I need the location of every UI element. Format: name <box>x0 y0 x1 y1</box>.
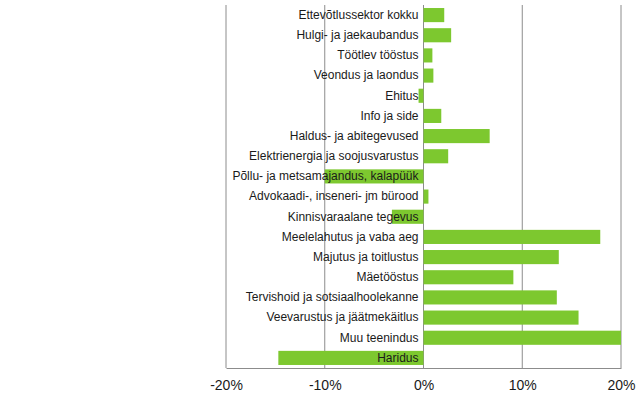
value-axis: -20% -10% 0% 10% 20% <box>210 368 635 393</box>
category-label: Haridus <box>377 351 418 365</box>
category-tick: Majutus ja toitlustus <box>313 250 418 264</box>
category-tick: Töötlev tööstus <box>337 48 418 62</box>
category-tick: Haldus- ja abitegevused <box>290 129 419 143</box>
category-tick: Veondus ja laondus <box>314 68 419 82</box>
plot: Ettevõtlussektor kokku Hulgi- ja jaekauba… <box>210 5 635 393</box>
category-label: Info ja side <box>360 109 418 123</box>
value-label: -20% <box>210 377 243 393</box>
bar <box>424 149 449 163</box>
value-label: 0% <box>414 377 434 393</box>
category-tick: Kinnisvaraalane tegevus <box>288 210 419 224</box>
category-tick: Muu teenindus <box>340 331 419 345</box>
bar <box>419 89 424 103</box>
bar <box>424 129 490 143</box>
category-label: Põllu- ja metsamajandus, kalapüük <box>232 169 419 183</box>
bar <box>424 331 622 345</box>
category-label: Töötlev tööstus <box>337 48 418 62</box>
grid-line <box>226 5 227 368</box>
category-label: Hulgi- ja jaekaubandus <box>296 28 418 42</box>
bar <box>424 290 557 304</box>
bar <box>424 190 429 204</box>
category-tick: Elektrienergia ja soojusvarustus <box>249 149 418 163</box>
category-label: Elektrienergia ja soojusvarustus <box>249 149 418 163</box>
category-tick: Mäetööstus <box>356 270 418 284</box>
bar <box>424 48 433 62</box>
category-label: Haldus- ja abitegevused <box>290 129 419 143</box>
grid-line <box>621 5 622 368</box>
value-label: 20% <box>607 377 635 393</box>
grid <box>226 5 621 368</box>
value-tick: -20% <box>210 368 243 393</box>
category-tick: Meelelahutus ja vaba aeg <box>282 230 419 244</box>
category-label: Mäetööstus <box>356 270 418 284</box>
category-label: Advokaadi-, inseneri- jm bürood <box>249 189 418 203</box>
bar <box>424 109 442 123</box>
category-label: Tervishoid ja sotsiaalhoolekanne <box>246 290 419 304</box>
category-tick: Hulgi- ja jaekaubandus <box>296 28 418 42</box>
category-label: Majutus ja toitlustus <box>313 250 418 264</box>
category-tick: Ehitus <box>385 89 418 103</box>
category-label: Veondus ja laondus <box>314 68 419 82</box>
value-label: -10% <box>309 377 342 393</box>
category-label: Meelelahutus ja vaba aeg <box>282 230 419 244</box>
axis-line <box>227 368 622 369</box>
bar <box>424 311 579 325</box>
bar <box>278 351 423 365</box>
category-label: Kinnisvaraalane tegevus <box>288 210 419 224</box>
bar <box>424 250 559 264</box>
chart: Ettevõtlussektor kokku Hulgi- ja jaekauba… <box>0 0 644 405</box>
category-tick: Veevarustus ja jäätmekäitlus <box>266 310 418 324</box>
category-tick: Advokaadi-, inseneri- jm bürood <box>249 189 418 203</box>
bar <box>424 270 514 284</box>
value-tick: 0% <box>414 368 434 393</box>
category-label: Muu teenindus <box>340 331 419 345</box>
value-tick: 20% <box>607 368 635 393</box>
bar <box>424 69 434 83</box>
value-tick: 10% <box>509 368 537 393</box>
bar <box>424 28 452 42</box>
bar <box>424 230 601 244</box>
bar <box>424 8 445 22</box>
category-label: Veevarustus ja jäätmekäitlus <box>266 310 418 324</box>
category-tick: Ettevõtlussektor kokku <box>298 8 418 22</box>
value-tick: -10% <box>309 368 342 393</box>
category-tick: Põllu- ja metsamajandus, kalapüük <box>232 169 419 183</box>
category-tick: Tervishoid ja sotsiaalhoolekanne <box>246 290 419 304</box>
category-tick: Info ja side <box>360 109 418 123</box>
value-label: 10% <box>509 377 537 393</box>
category-tick: Haridus <box>377 351 418 365</box>
category-axis: Ettevõtlussektor kokku Hulgi- ja jaekauba… <box>232 8 419 365</box>
category-label: Ettevõtlussektor kokku <box>298 8 418 22</box>
category-label: Ehitus <box>385 89 418 103</box>
